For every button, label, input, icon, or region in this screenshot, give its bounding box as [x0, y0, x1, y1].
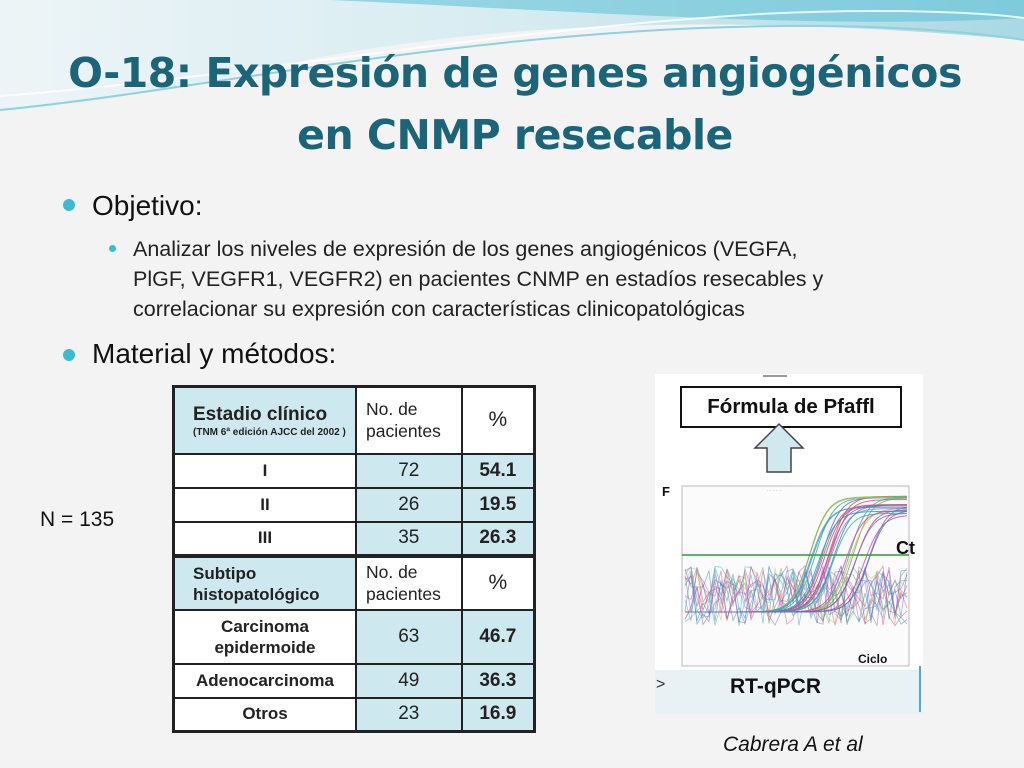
- sub-bullet-dot: [109, 245, 116, 252]
- objective-line-1: Analizar los niveles de expresión de los…: [133, 237, 798, 261]
- background-noise-traces: [684, 564, 908, 627]
- subtype-header-cell: Subtipo histopatológico: [172, 553, 357, 611]
- noise-trace: [684, 565, 908, 626]
- header-wave-decoration: [0, 0, 1024, 112]
- stage-header: Estadio clínico: [193, 403, 328, 425]
- subtype-label: Otros: [172, 696, 357, 733]
- arrow-up-icon: [753, 422, 805, 473]
- table-row: III 35 26.3: [172, 520, 536, 557]
- x-axis-label: Ciclo: [858, 652, 888, 666]
- stage-header-cell: Estadio clínico (TNM 6ª edición AJCC del…: [172, 385, 357, 455]
- sample-size-label: N = 135: [40, 508, 115, 531]
- amplification-curves: [685, 495, 908, 613]
- stage-pct: 19.5: [460, 486, 536, 523]
- patient-characteristics-table: Estadio clínico (TNM 6ª edición AJCC del…: [172, 385, 536, 733]
- title-line-2: en CNMP resecable: [297, 111, 733, 159]
- subtype-col-pct-header: %: [460, 553, 536, 611]
- bullet-dot-methods: [63, 349, 75, 361]
- table-row: Otros 23 16.9: [172, 696, 536, 733]
- noise-trace: [684, 565, 908, 627]
- amplification-plot: · · · · ·: [655, 375, 923, 714]
- stage-col-pct-header: %: [460, 385, 536, 455]
- objective-line-2: PlGF, VEGFR1, VEGFR2) en pacientes CNMP …: [133, 267, 824, 291]
- objective-line-3: correlacionar su expresión con caracterí…: [133, 297, 745, 321]
- table-row: Carcinoma epidermoide 63 46.7: [172, 608, 536, 665]
- subtype-label: Carcinoma epidermoide: [172, 608, 357, 665]
- subtype-col-n-header: No. de pacientes: [354, 553, 463, 611]
- bullet-methods: Material y métodos:: [92, 338, 337, 369]
- subtype-pct: 16.9: [460, 696, 536, 733]
- subtype-n: 49: [354, 662, 463, 699]
- subtype-pct: 36.3: [460, 662, 536, 699]
- ct-label: Ct: [896, 538, 915, 558]
- stage-n: 72: [354, 452, 463, 489]
- subtype-pct: 46.7: [460, 608, 536, 665]
- figure-footer-band: [655, 670, 923, 714]
- stage-label: II: [172, 486, 357, 523]
- stage-pct: 26.3: [460, 520, 536, 557]
- table-row: Adenocarcinoma 49 36.3: [172, 662, 536, 699]
- table-row: II 26 19.5: [172, 486, 536, 523]
- title-line-1: O-18: Expresión de genes angiogénicos: [68, 49, 962, 97]
- chevron-right-icon: >: [656, 676, 666, 693]
- subtype-n: 63: [354, 608, 463, 665]
- bullet-dot-objective: [63, 199, 75, 211]
- objective-description: Analizar los niveles de expresión de los…: [133, 234, 993, 324]
- amplification-curve: [685, 509, 908, 613]
- table-row: I 72 54.1: [172, 452, 536, 489]
- method-label: RT-qPCR: [730, 675, 821, 698]
- svg-text:· · · · ·: · · · · ·: [767, 488, 781, 494]
- stage-header-row: Estadio clínico (TNM 6ª edición AJCC del…: [172, 385, 536, 455]
- stage-pct: 54.1: [460, 452, 536, 489]
- pfaffl-formula-box: Fórmula de Pfaffl: [680, 386, 902, 428]
- y-axis-label: F: [662, 484, 670, 499]
- stage-n: 26: [354, 486, 463, 523]
- stage-header-note: (TNM 6ª edición AJCC del 2002 ): [193, 426, 346, 438]
- stage-label: I: [172, 452, 357, 489]
- stage-label: III: [172, 520, 357, 557]
- stage-n: 35: [354, 520, 463, 557]
- stage-col-n-header: No. de pacientes: [354, 385, 463, 455]
- subtype-header-row: Subtipo histopatológico No. de pacientes…: [172, 553, 536, 611]
- slide-title: O-18: Expresión de genes angiogénicos en…: [20, 42, 1010, 166]
- bullet-objective: Objetivo:: [92, 190, 203, 221]
- subtype-header: Subtipo histopatológico: [193, 564, 320, 604]
- citation: Cabrera A et al: [723, 733, 863, 756]
- subtype-label: Adenocarcinoma: [172, 662, 357, 699]
- subtype-n: 23: [354, 696, 463, 733]
